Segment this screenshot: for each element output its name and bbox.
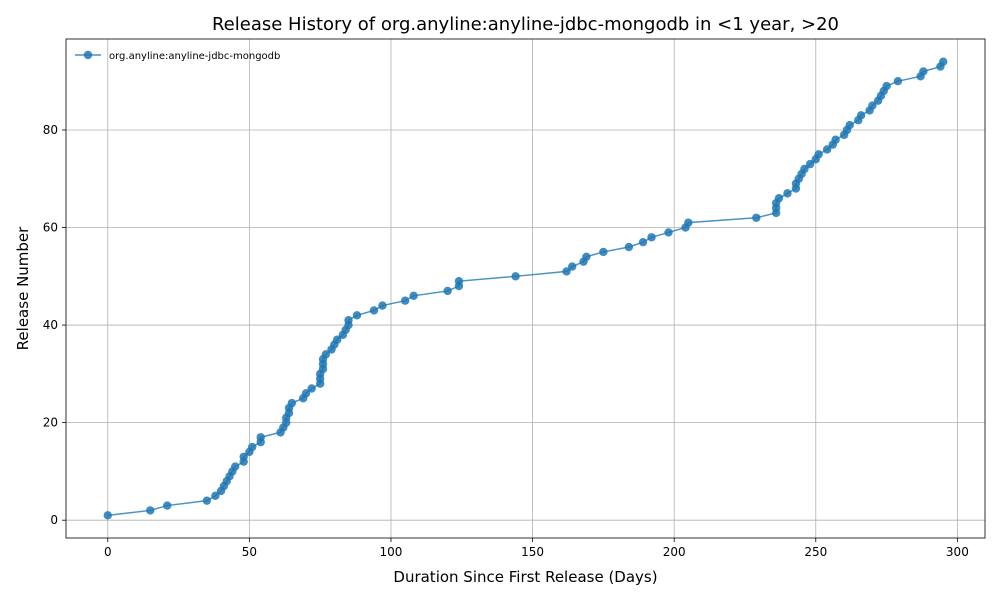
data-point: [409, 291, 418, 301]
data-point: [800, 164, 809, 174]
data-point: [146, 506, 155, 515]
data-point: [684, 218, 693, 227]
data-point: [301, 389, 311, 398]
data-point: [582, 252, 591, 261]
data-point: [202, 496, 212, 505]
data-point: [774, 194, 784, 203]
data-point: [562, 267, 571, 276]
data-point: [454, 276, 464, 286]
data-point: [882, 81, 891, 91]
data-point: [568, 262, 577, 271]
y-tick-label: 40: [43, 318, 58, 332]
data-point: [287, 398, 297, 408]
x-tick-label: 250: [804, 545, 827, 559]
data-point: [856, 111, 866, 120]
legend: org.anyline:anyline-jdbc-mongodb: [75, 50, 280, 62]
y-tick-label: 0: [50, 513, 58, 527]
data-point: [831, 135, 840, 144]
y-tick-label: 20: [43, 416, 58, 430]
data-point: [211, 491, 220, 501]
data-point: [822, 145, 832, 154]
data-point: [231, 462, 240, 471]
data-point: [664, 228, 673, 237]
plot-frame: [65, 38, 986, 539]
data-point: [400, 296, 410, 305]
legend-marker-swatch: [83, 50, 93, 60]
chart-title: Release History of org.anyline:anyline-j…: [212, 14, 839, 35]
y-axis-label: Release Number: [14, 226, 32, 350]
data-point: [163, 501, 172, 510]
data-point: [511, 272, 520, 281]
data-point: [868, 101, 877, 110]
x-axis-label: Duration Since First Release (Days): [393, 568, 657, 586]
data-point: [624, 242, 634, 252]
data-point: [443, 286, 452, 296]
data-point: [239, 452, 248, 461]
y-tick-label: 80: [43, 123, 58, 137]
x-tick-label: 200: [663, 545, 686, 559]
x-tick-label: 100: [380, 545, 403, 559]
x-tick-label: 0: [104, 545, 112, 559]
axis-ticks: 0 50 100 150 200 250 300 0 20 40 60 80: [43, 123, 969, 559]
data-point: [893, 76, 903, 86]
gridlines: [66, 39, 985, 538]
data-point: [599, 247, 608, 257]
data-point: [307, 384, 316, 393]
data-point: [352, 311, 362, 320]
legend-label: org.anyline:anyline-jdbc-mongodb: [109, 51, 280, 62]
data-point: [332, 335, 342, 344]
data-point: [919, 67, 928, 76]
data-point: [647, 233, 656, 242]
data-point: [805, 159, 815, 169]
data-point: [752, 213, 761, 222]
data-point: [814, 150, 823, 159]
x-tick-label: 150: [521, 545, 544, 559]
data-point: [378, 301, 387, 310]
data-point: [321, 350, 331, 359]
data-point: [103, 511, 112, 520]
data-point: [845, 120, 854, 130]
x-tick-label: 300: [946, 545, 969, 559]
series-layer: [103, 57, 948, 520]
data-point: [638, 237, 648, 247]
x-tick-label: 50: [242, 545, 257, 559]
data-point: [344, 316, 353, 325]
y-tick-label: 60: [43, 221, 58, 235]
data-point: [939, 57, 948, 66]
data-point: [248, 442, 257, 452]
data-point: [369, 306, 379, 315]
data-point: [256, 433, 265, 442]
data-point: [783, 189, 792, 198]
